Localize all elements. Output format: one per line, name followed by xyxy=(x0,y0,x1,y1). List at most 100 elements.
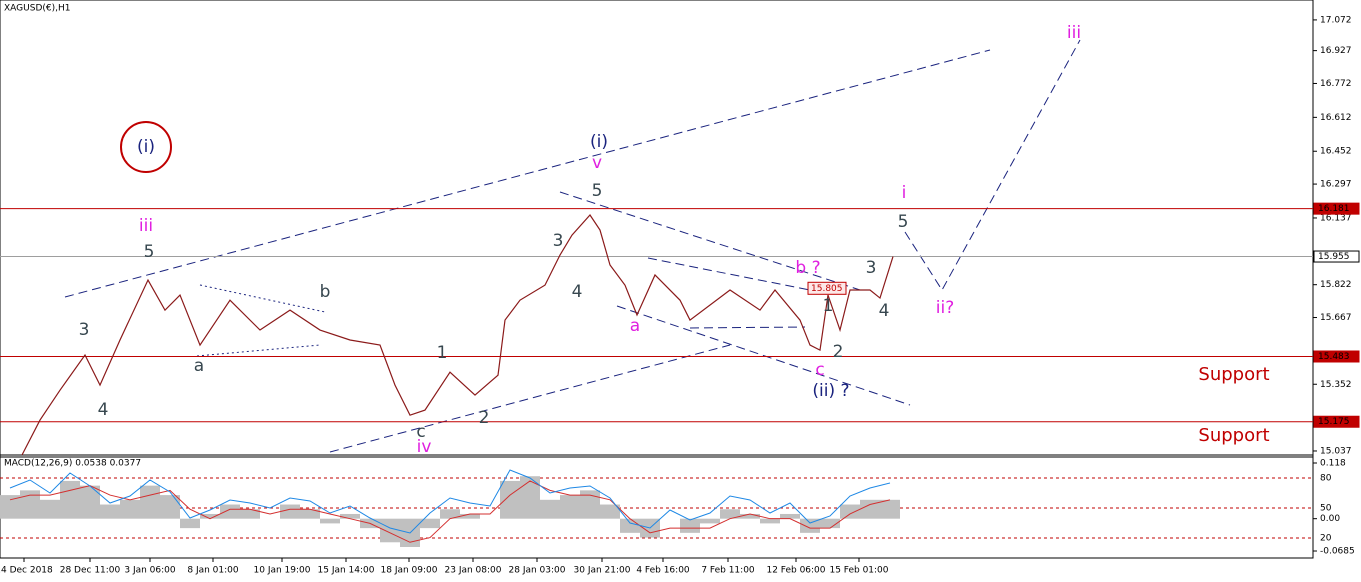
price-tag xyxy=(1313,202,1360,215)
macd-bar xyxy=(720,509,740,519)
wave-label: 5 xyxy=(898,212,909,232)
macd-bar xyxy=(240,509,260,519)
y-tick-label: 16.772 xyxy=(1320,79,1352,89)
osc-tick-label: 20 xyxy=(1320,534,1332,544)
macd-bar xyxy=(380,518,400,543)
y-tick-label: 17.072 xyxy=(1320,15,1352,25)
macd-bar xyxy=(840,504,860,519)
macd-line xyxy=(9,480,891,543)
macd-bar xyxy=(320,518,340,524)
price-tag-label: 15.483 xyxy=(1318,352,1350,362)
wave-label: iv xyxy=(417,437,432,457)
x-tick-label: 28 Jan 03:00 xyxy=(509,566,566,576)
wave-label: b ? xyxy=(795,258,820,278)
macd-bar xyxy=(700,518,720,524)
x-tick-label: 24 Dec 2018 xyxy=(0,566,53,576)
price-marker xyxy=(807,281,847,295)
wave-label: Support xyxy=(1198,364,1269,385)
x-tick-label: 18 Jan 09:00 xyxy=(381,566,438,576)
price-tag xyxy=(1313,250,1360,263)
macd-bar xyxy=(200,513,220,519)
macd-bar xyxy=(40,499,60,519)
y-tick-label: 16.452 xyxy=(1320,147,1352,157)
wave-label: 5 xyxy=(592,181,603,201)
macd-tick-label: 0.00 xyxy=(1320,514,1340,524)
wave-label: 1 xyxy=(823,296,834,316)
macd-bar xyxy=(60,480,80,519)
macd-bar xyxy=(620,518,640,533)
wave-label: (i) xyxy=(137,137,155,157)
macd-bar xyxy=(100,504,120,519)
macd-bar xyxy=(120,499,140,519)
y-tick-label: 15.667 xyxy=(1320,313,1352,323)
macd-tick-label: 0.118 xyxy=(1320,458,1346,468)
macd-bar xyxy=(760,518,780,524)
wave-label: 5 xyxy=(144,242,155,262)
y-tick-label: 16.137 xyxy=(1320,213,1352,223)
y-tick-label: 16.297 xyxy=(1320,180,1352,190)
macd-bar xyxy=(600,504,620,519)
wave-label: (i) xyxy=(590,132,608,152)
wave-label: 1 xyxy=(437,343,448,363)
price-tag xyxy=(1313,350,1360,363)
y-tick-label: 16.612 xyxy=(1320,113,1352,123)
wave-label: iii xyxy=(139,216,153,236)
x-tick-label: 23 Jan 08:00 xyxy=(445,566,502,576)
wave-label: ii? xyxy=(936,298,954,318)
wave-label: 4 xyxy=(879,301,890,321)
x-tick-label: 3 Jan 06:00 xyxy=(124,566,176,576)
chart-title: XAGUSD(€),H1 xyxy=(4,4,70,14)
macd-tick-label: -0.0685 xyxy=(1320,547,1355,557)
macd-bar xyxy=(300,509,320,519)
macd-line xyxy=(9,469,891,534)
x-tick-label: 4 Feb 16:00 xyxy=(636,566,690,576)
macd-bar xyxy=(500,480,520,519)
macd-bar xyxy=(560,495,580,519)
macd-bar xyxy=(440,509,460,519)
wave-label: 3 xyxy=(866,258,877,278)
macd-bar xyxy=(880,499,900,519)
price-tag-label: 16.181 xyxy=(1318,204,1350,214)
wave-label: 3 xyxy=(79,320,90,340)
macd-bar xyxy=(820,518,840,529)
macd-bar xyxy=(20,490,40,519)
x-tick-label: 15 Jan 14:00 xyxy=(318,566,375,576)
wave-circle xyxy=(120,121,172,173)
wave-label: 2 xyxy=(479,408,490,428)
trend-lines xyxy=(64,39,1081,453)
macd-bar xyxy=(140,485,160,519)
x-tick-label: 7 Feb 11:00 xyxy=(701,566,755,576)
wave-label: a xyxy=(194,356,204,376)
osc-tick-label: 50 xyxy=(1320,504,1332,514)
x-tick-label: 12 Feb 06:00 xyxy=(766,566,825,576)
macd-bar xyxy=(180,518,200,529)
wave-label: a xyxy=(630,316,640,336)
macd-bar xyxy=(220,504,240,519)
price-tag-label: 15.955 xyxy=(1318,252,1350,262)
wave-label: iii xyxy=(1067,23,1081,43)
macd-bar xyxy=(540,499,560,519)
y-tick-label: 15.822 xyxy=(1320,280,1352,290)
macd-bar xyxy=(80,485,100,519)
triangle-lines xyxy=(196,284,326,357)
macd-bar xyxy=(520,476,540,519)
wave-label: b xyxy=(320,282,331,302)
plot-frame xyxy=(0,0,1314,559)
x-tick-label: 8 Jan 01:00 xyxy=(187,566,239,576)
x-tick-label: 28 Dec 11:00 xyxy=(60,566,121,576)
wave-label: (ii) ? xyxy=(812,381,849,401)
macd-bar xyxy=(780,513,800,519)
macd-bar xyxy=(800,518,820,533)
x-tick-label: 10 Jan 19:00 xyxy=(254,566,311,576)
macd-bar xyxy=(340,513,360,519)
wave-label: c xyxy=(815,360,824,380)
osc-tick-label: 80 xyxy=(1320,474,1332,484)
macd-bar xyxy=(160,495,180,519)
macd-title: MACD(12,26,9) 0.0538 0.0377 xyxy=(4,459,141,469)
macd-bar xyxy=(580,490,600,519)
wave-label: 4 xyxy=(98,400,109,420)
y-tick-label: 15.352 xyxy=(1320,380,1352,390)
price-tag xyxy=(1313,415,1360,428)
macd-bar xyxy=(680,518,700,533)
